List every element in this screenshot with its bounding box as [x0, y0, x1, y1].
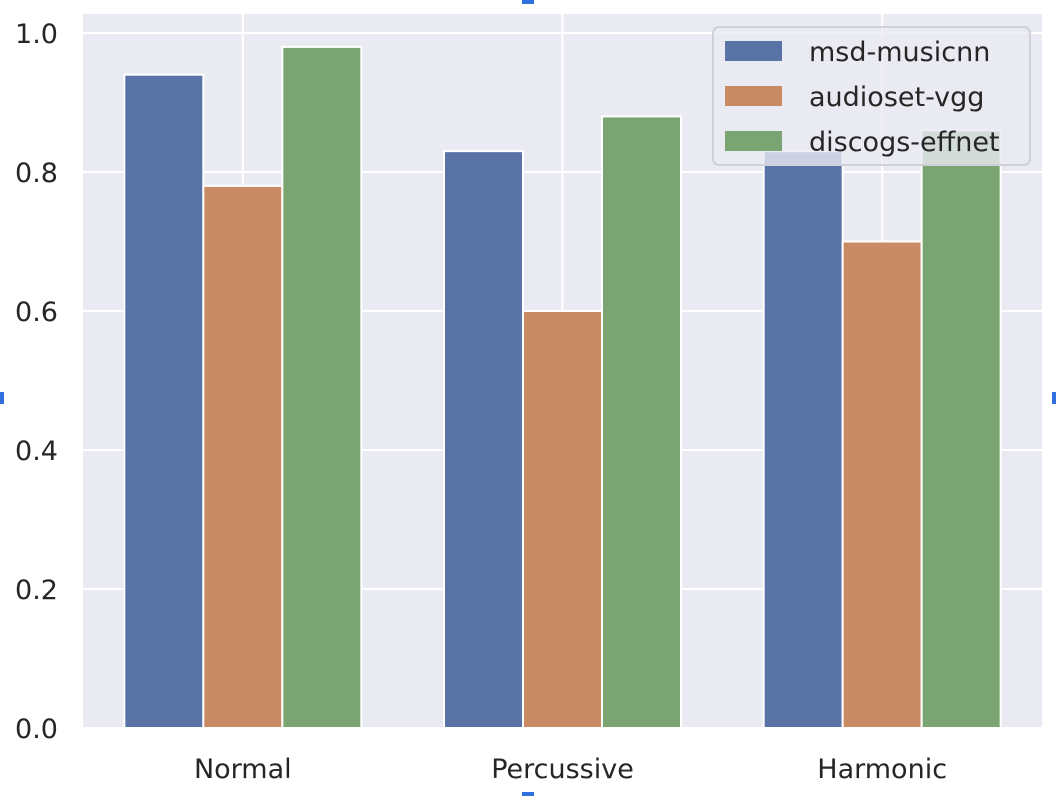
y-tick-label: 0.0 — [15, 714, 58, 745]
x-tick-label: Harmonic — [817, 754, 947, 785]
x-tick-label: Normal — [194, 754, 292, 785]
x-tick-label: Percussive — [491, 754, 634, 785]
selection-handle-left[interactable] — [0, 392, 4, 404]
bar-discogs-effnet-harmonic — [920, 129, 1002, 730]
legend-swatch — [725, 41, 782, 61]
legend-label: discogs-effnet — [809, 127, 1000, 158]
bar-audioset-vgg-percussive — [522, 310, 603, 729]
bar-msd-musicnn-harmonic — [762, 150, 844, 729]
selection-handle-top[interactable] — [522, 0, 534, 4]
y-tick-label: 0.8 — [15, 158, 58, 189]
legend-swatch — [725, 131, 782, 151]
legend-label: audioset-vgg — [809, 82, 984, 113]
bars — [123, 45, 1002, 730]
bar-audioset-vgg-normal — [202, 184, 284, 729]
bar-msd-musicnn-normal — [123, 73, 205, 729]
bar-audioset-vgg-harmonic — [841, 240, 923, 729]
legend: msd-musicnn audioset-vgg discogs-effnet — [712, 26, 1031, 166]
legend-swatch — [725, 86, 782, 106]
y-tick-label: 0.4 — [15, 436, 58, 467]
x-axis-ticks: Normal Percussive Harmonic — [194, 754, 947, 785]
legend-box — [712, 26, 1031, 166]
selection-handle-right[interactable] — [1052, 392, 1056, 404]
legend-label: msd-musicnn — [809, 37, 990, 68]
bar-msd-musicnn-percussive — [443, 150, 524, 729]
y-tick-label: 0.6 — [15, 297, 58, 328]
selection-handle-bottom[interactable] — [522, 792, 534, 796]
bar-discogs-effnet-normal — [281, 45, 363, 729]
bar-discogs-effnet-percussive — [601, 115, 682, 729]
y-axis-ticks: 0.0 0.2 0.4 0.6 0.8 1.0 — [15, 19, 58, 745]
y-tick-label: 0.2 — [15, 575, 58, 606]
y-tick-label: 1.0 — [15, 19, 58, 50]
